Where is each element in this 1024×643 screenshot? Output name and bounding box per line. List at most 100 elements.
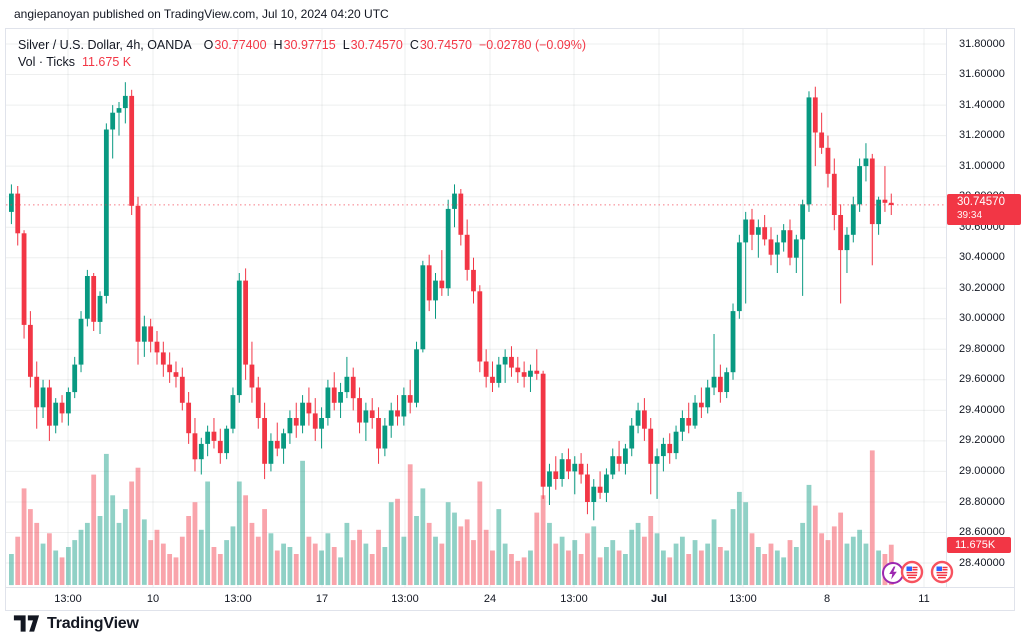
time-axis[interactable]: 13:00 10 13:00 17 13:00 24 13:00 Jul 13:00 8 11	[6, 587, 1014, 610]
volume-bar	[293, 554, 299, 586]
candle-body	[97, 295, 103, 322]
time-tick-label: 8	[823, 593, 831, 605]
candle-body	[553, 471, 559, 479]
candle-body	[483, 361, 489, 377]
volume-bar	[160, 543, 166, 585]
candle-body	[838, 215, 844, 251]
ohlc-low: L 30.74570	[343, 37, 403, 54]
volume-bar	[566, 550, 571, 585]
candle-body	[591, 486, 597, 502]
candle-body	[654, 456, 660, 464]
candle-body	[471, 269, 476, 292]
volume-bar	[84, 522, 90, 585]
volume-bar	[445, 502, 451, 585]
price-chart-pane[interactable]	[6, 29, 946, 587]
candle-body	[521, 372, 527, 377]
volume-bar	[439, 543, 445, 585]
time-tick-label: Jul	[651, 593, 667, 605]
candle-body	[331, 387, 337, 403]
price-tick-label: 29.00000	[959, 464, 1005, 477]
candle-body	[730, 311, 736, 373]
candle-body	[217, 440, 223, 454]
candle-body	[806, 97, 812, 205]
candle-body	[787, 230, 793, 258]
price-tick-label: 31.20000	[959, 129, 1005, 142]
candle-body	[338, 392, 343, 403]
candle-body	[585, 474, 590, 502]
candle-body	[439, 280, 445, 289]
price-tick-label: 29.20000	[959, 434, 1005, 447]
volume-indicator-label[interactable]: Vol · Ticks	[18, 55, 75, 69]
candle-body	[46, 387, 52, 426]
price-axis[interactable]: 31.80000 31.60000 31.40000 31.20000 31.00000…	[946, 29, 1015, 587]
candle-body	[635, 410, 641, 426]
volume-bar	[173, 557, 179, 585]
candle-body	[420, 265, 426, 350]
volume-bar	[53, 550, 59, 585]
candle-body	[15, 193, 21, 234]
volume-bar	[743, 502, 749, 585]
volume-bar	[800, 522, 806, 585]
volume-bar	[483, 529, 489, 585]
price-tick-label: 30.20000	[959, 281, 1005, 294]
open-label: O	[203, 38, 214, 52]
volume-bar	[540, 495, 546, 585]
candle-body	[660, 443, 666, 457]
candle-body	[78, 318, 84, 365]
candle-body	[211, 431, 217, 441]
volume-bar	[148, 540, 154, 585]
time-tick-label: 13:00	[560, 593, 588, 605]
candle-body	[604, 474, 609, 493]
candle-body	[72, 364, 78, 393]
last-price-badge: 30.74570 39:34	[947, 194, 1021, 225]
volume-bar	[382, 547, 388, 585]
volume-bar	[711, 519, 717, 585]
candle-body	[306, 402, 312, 414]
candle-body	[819, 132, 825, 148]
volume-bar	[395, 498, 400, 586]
candle-body	[426, 265, 432, 301]
volume-bar	[806, 484, 812, 585]
candle-body	[496, 364, 502, 383]
volume-bar	[116, 522, 122, 585]
candle-body	[502, 356, 508, 365]
candle-body	[65, 392, 71, 414]
candle-body	[154, 341, 160, 353]
volume-bar	[825, 540, 831, 585]
low-label: L	[342, 38, 350, 52]
ohlc-high: H 30.97715	[274, 37, 336, 54]
volume-bar	[179, 536, 185, 585]
price-tick-label: 31.80000	[959, 37, 1005, 50]
candle-body	[407, 395, 413, 403]
candle-body	[224, 428, 230, 454]
volume-bar	[471, 540, 476, 585]
candle-body	[578, 463, 584, 475]
volume-bar	[414, 516, 419, 585]
volume-bar	[369, 554, 375, 586]
symbol-title[interactable]: Silver / U.S. Dollar, 4h, OANDA	[18, 38, 192, 52]
us-flag-event-icon-2[interactable]	[930, 560, 954, 584]
volume-bar	[553, 543, 559, 585]
volume-bar	[72, 540, 78, 585]
candle-body	[59, 402, 65, 414]
tradingview-logo[interactable]: TradingView	[13, 614, 139, 633]
candle-body	[84, 276, 90, 319]
candle-body	[869, 158, 875, 225]
ohlc-close: C 30.74570	[410, 37, 472, 54]
candle-body	[312, 413, 318, 429]
candle-body	[167, 364, 173, 373]
us-flag-event-icon[interactable]	[900, 560, 924, 584]
candle-body	[705, 387, 711, 408]
volume-bar	[401, 536, 407, 585]
candle-body	[648, 428, 654, 464]
candle-body	[293, 418, 299, 426]
candle-body	[186, 402, 192, 434]
volume-indicator-value: 11.675 K	[81, 55, 132, 69]
volume-bar	[129, 481, 135, 585]
candle-body	[857, 166, 863, 205]
candle-body	[198, 443, 204, 460]
volume-bar	[255, 536, 261, 585]
candle-body	[882, 199, 888, 203]
candle-body	[135, 205, 141, 342]
volume-bar	[224, 540, 230, 585]
